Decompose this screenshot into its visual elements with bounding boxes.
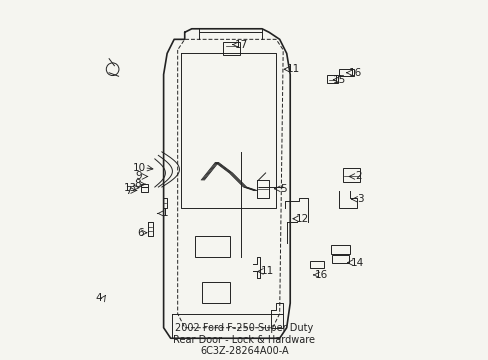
Text: 12: 12: [295, 214, 308, 224]
Text: 7: 7: [125, 185, 131, 195]
Text: 13: 13: [123, 183, 137, 193]
Text: 1: 1: [162, 208, 168, 219]
Text: 2: 2: [355, 171, 361, 181]
Text: 10: 10: [132, 163, 145, 173]
Bar: [326, 75, 337, 83]
Text: 3: 3: [357, 194, 363, 204]
Text: 4: 4: [95, 293, 102, 303]
Text: 2002 Ford F-250 Super Duty
Rear Door - Lock & Hardware
6C3Z-28264A00-A: 2002 Ford F-250 Super Duty Rear Door - L…: [173, 323, 315, 356]
Text: 15: 15: [332, 75, 346, 85]
Bar: [141, 184, 147, 187]
Text: 9: 9: [135, 171, 142, 181]
Bar: [339, 68, 353, 76]
Text: 6: 6: [137, 228, 144, 238]
Bar: [331, 255, 348, 263]
Text: 8: 8: [134, 179, 140, 189]
Bar: [223, 42, 240, 55]
Bar: [195, 236, 230, 257]
Text: 16: 16: [348, 68, 361, 78]
Bar: [342, 168, 359, 182]
Text: 14: 14: [350, 258, 363, 267]
Bar: [141, 187, 147, 192]
Bar: [330, 245, 349, 254]
Text: 11: 11: [286, 64, 300, 74]
Bar: [202, 282, 230, 303]
Text: 16: 16: [315, 270, 328, 280]
Text: 17: 17: [234, 40, 247, 50]
Text: 11: 11: [260, 266, 273, 276]
Text: 5: 5: [279, 184, 286, 194]
Bar: [309, 261, 323, 268]
